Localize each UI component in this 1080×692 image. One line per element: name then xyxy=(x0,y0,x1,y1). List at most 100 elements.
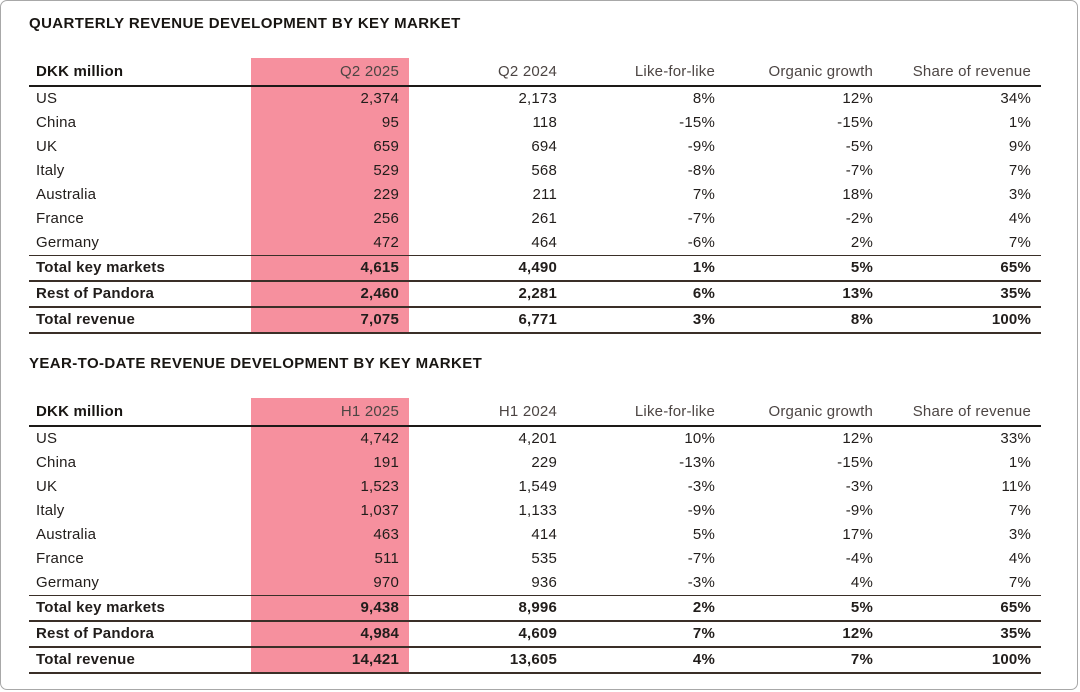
cell-value: 4,615 xyxy=(251,255,409,281)
cell-value: 9,438 xyxy=(251,595,409,621)
cell-value: -4% xyxy=(845,550,873,567)
table-row: Total key markets 9,438 8,996 2% 5% 65% xyxy=(29,595,1041,621)
cell-value: 8% xyxy=(850,311,873,328)
table-row: Germany 970 936 -3% 4% 7% xyxy=(29,571,1041,596)
cell-value: 3% xyxy=(1008,526,1031,543)
cell-value: 7% xyxy=(850,651,873,668)
cell-value: 12% xyxy=(842,90,873,107)
cell-value: 7% xyxy=(692,625,715,642)
cell-value: 1% xyxy=(1008,114,1031,131)
cell-value: 6% xyxy=(692,285,715,302)
cell-value: 659 xyxy=(251,135,409,159)
header-row: DKK million Q2 2025 Q2 2024 Like-for-like Or… xyxy=(29,58,1041,86)
cell-value: 511 xyxy=(251,547,409,571)
cell-value: 229 xyxy=(251,183,409,207)
cell-value: 34% xyxy=(1000,90,1031,107)
table-row: China 191 229 -13% -15% 1% xyxy=(29,451,1041,475)
row-label: Rest of Pandora xyxy=(36,625,155,642)
row-label: Total revenue xyxy=(36,311,136,328)
cell-value: 12% xyxy=(842,430,873,447)
table-row: Total key markets 4,615 4,490 1% 5% 65% xyxy=(29,255,1041,281)
cell-value: -6% xyxy=(687,234,715,251)
quarterly-revenue-table: DKK million Q2 2025 Q2 2024 Like-for-like Or… xyxy=(29,58,1041,334)
cell-value: 4% xyxy=(850,574,873,591)
row-label: France xyxy=(36,550,84,567)
cell-value: 4,742 xyxy=(251,426,409,451)
cell-value: 1% xyxy=(1008,454,1031,471)
cell-value: -7% xyxy=(845,162,873,179)
row-label: Rest of Pandora xyxy=(36,285,155,302)
cell-value: 2,281 xyxy=(518,285,557,302)
cell-value: 211 xyxy=(532,186,557,203)
cell-value: 4% xyxy=(1008,210,1031,227)
column-header: H1 2025 xyxy=(251,398,409,426)
cell-value: -7% xyxy=(687,550,715,567)
cell-value: 4,609 xyxy=(518,625,557,642)
cell-value: 100% xyxy=(991,311,1031,328)
cell-value: 1,133 xyxy=(518,502,557,519)
cell-value: 13,605 xyxy=(509,651,557,668)
cell-value: 463 xyxy=(251,523,409,547)
cell-value: 8% xyxy=(692,90,715,107)
cell-value: 4% xyxy=(1008,550,1031,567)
year-to-date-revenue-section: YEAR-TO-DATE REVENUE DEVELOPMENT BY KEY … xyxy=(29,355,1041,674)
cell-value: -3% xyxy=(845,478,873,495)
cell-value: 12% xyxy=(842,625,873,642)
cell-value: 65% xyxy=(1000,259,1031,276)
cell-value: 4,201 xyxy=(518,430,557,447)
cell-value: 2,460 xyxy=(251,281,409,307)
cell-value: 2,173 xyxy=(518,90,557,107)
cell-value: 3% xyxy=(1008,186,1031,203)
cell-value: 2% xyxy=(692,599,715,616)
row-label: France xyxy=(36,210,84,227)
cell-value: 970 xyxy=(251,571,409,596)
cell-value: 5% xyxy=(850,599,873,616)
cell-value: 535 xyxy=(531,550,557,567)
cell-value: 472 xyxy=(251,231,409,256)
unit-column-header: DKK million xyxy=(36,403,124,420)
table-row: US 2,374 2,173 8% 12% 34% xyxy=(29,86,1041,111)
cell-value: 414 xyxy=(531,526,557,543)
row-label: Australia xyxy=(36,186,97,203)
column-header: Q2 2025 xyxy=(251,58,409,86)
section-title-quarterly: QUARTERLY REVENUE DEVELOPMENT BY KEY MAR… xyxy=(29,15,461,32)
cell-value: -5% xyxy=(845,138,873,155)
cell-value: 2% xyxy=(850,234,873,251)
table-row: Total revenue 7,075 6,771 3% 8% 100% xyxy=(29,307,1041,333)
cell-value: 8,996 xyxy=(518,599,557,616)
column-header: Organic growth xyxy=(768,403,873,420)
cell-value: 3% xyxy=(692,311,715,328)
row-label: Total key markets xyxy=(36,259,166,276)
table-row: US 4,742 4,201 10% 12% 33% xyxy=(29,426,1041,451)
cell-value: 7% xyxy=(1008,574,1031,591)
cell-value: 10% xyxy=(684,430,715,447)
cell-value: 191 xyxy=(251,451,409,475)
cell-value: 6,771 xyxy=(518,311,557,328)
cell-value: 118 xyxy=(532,114,557,131)
cell-value: 1,523 xyxy=(251,475,409,499)
cell-value: 1,549 xyxy=(518,478,557,495)
table-row: Germany 472 464 -6% 2% 7% xyxy=(29,231,1041,256)
table-row: Rest of Pandora 2,460 2,281 6% 13% 35% xyxy=(29,281,1041,307)
cell-value: 65% xyxy=(1000,599,1031,616)
cell-value: 1% xyxy=(692,259,715,276)
table-row: Italy 1,037 1,133 -9% -9% 7% xyxy=(29,499,1041,523)
cell-value: 5% xyxy=(692,526,715,543)
column-header: Share of revenue xyxy=(912,403,1031,420)
table-row: Rest of Pandora 4,984 4,609 7% 12% 35% xyxy=(29,621,1041,647)
row-label: US xyxy=(36,90,58,107)
table-row: Australia 229 211 7% 18% 3% xyxy=(29,183,1041,207)
quarterly-revenue-section: QUARTERLY REVENUE DEVELOPMENT BY KEY MAR… xyxy=(29,15,1041,334)
cell-value: 35% xyxy=(1000,285,1031,302)
column-header: H1 2024 xyxy=(498,403,557,420)
row-label: Italy xyxy=(36,162,65,179)
cell-value: -15% xyxy=(679,114,715,131)
cell-value: 256 xyxy=(251,207,409,231)
cell-value: 568 xyxy=(531,162,557,179)
row-label: Germany xyxy=(36,234,100,251)
cell-value: -7% xyxy=(687,210,715,227)
column-header: Like-for-like xyxy=(634,63,715,80)
cell-value: 7% xyxy=(1008,502,1031,519)
column-header: Share of revenue xyxy=(912,63,1031,80)
